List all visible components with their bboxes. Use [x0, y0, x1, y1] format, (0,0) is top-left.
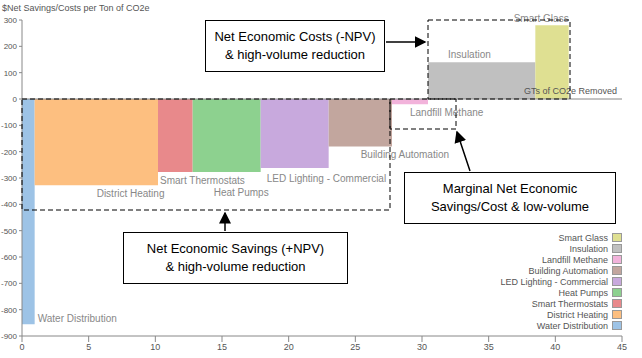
- svg-text:-200: -200: [1, 148, 18, 157]
- svg-text:-500: -500: [1, 227, 18, 236]
- svg-text:200: 200: [4, 42, 18, 51]
- html-text:& high-volume reduction: & high-volume reduction: [224, 47, 366, 62]
- svg-text:5: 5: [86, 342, 91, 352]
- svg-text:-700: -700: [1, 279, 18, 288]
- svg-text:-600: -600: [1, 253, 18, 262]
- html-text:$Net Savings/Costs per Ton of: $Net Savings/Costs per Ton of CO2e: [2, 3, 150, 13]
- svg-text:10: 10: [150, 342, 160, 352]
- html-text:Water Distribution: Water Distribution: [536, 320, 608, 331]
- svg-text:Insulation: Insulation: [448, 49, 491, 60]
- svg-text:Building Automation: Building Automation: [361, 149, 449, 160]
- svg-text:15: 15: [217, 342, 227, 352]
- html-text:Net Economic Costs (-NPV): Net Economic Costs (-NPV): [214, 29, 376, 44]
- svg-text:20: 20: [284, 342, 294, 352]
- html-text:& high-volume reduction: & high-volume reduction: [165, 259, 306, 274]
- html-text:District Heating: District Heating: [547, 309, 608, 320]
- svg-text:GTs of CO2e Removed: GTs of CO2e Removed: [524, 86, 617, 96]
- svg-text:LED Lighting - Commercial: LED Lighting - Commercial: [267, 173, 387, 184]
- html-text:Net Economic Savings (+NPV): Net Economic Savings (+NPV): [146, 241, 325, 256]
- svg-text:Landfill Methane: Landfill Methane: [410, 107, 484, 118]
- svg-text:District Heating: District Heating: [97, 188, 165, 199]
- svg-text:25: 25: [350, 342, 360, 352]
- svg-text:-300: -300: [1, 174, 18, 183]
- html-text:Marginal Net Economic: Marginal Net Economic: [442, 181, 578, 196]
- html-text:Landfill Methane: Landfill Methane: [542, 254, 608, 265]
- svg-text:Smart Glass: Smart Glass: [514, 13, 569, 24]
- html-text:Smart Thermostats: Smart Thermostats: [531, 298, 608, 309]
- svg-text:Water Distribution: Water Distribution: [38, 313, 117, 324]
- svg-text:-100: -100: [1, 121, 18, 130]
- svg-text:100: 100: [4, 69, 18, 78]
- svg-text:40: 40: [550, 342, 560, 352]
- svg-text:Heat Pumps: Heat Pumps: [214, 187, 269, 198]
- svg-text:35: 35: [484, 342, 494, 352]
- svg-text:Smart Thermostats: Smart Thermostats: [160, 175, 245, 186]
- html-text:Smart Glass: Smart Glass: [558, 232, 608, 243]
- svg-text:300: 300: [4, 16, 18, 25]
- svg-text:30: 30: [417, 342, 427, 352]
- svg-text:-400: -400: [1, 200, 18, 209]
- svg-text:0: 0: [13, 95, 18, 104]
- svg-text:45: 45: [617, 342, 627, 352]
- svg-text:0: 0: [19, 342, 24, 352]
- svg-text:-900: -900: [1, 332, 18, 341]
- html-text:Building Automation: Building Automation: [528, 265, 608, 276]
- html-text:LED Lighting - Commercial: LED Lighting - Commercial: [500, 276, 608, 287]
- html-text:Insulation: Insulation: [569, 243, 608, 254]
- svg-text:-800: -800: [1, 306, 18, 315]
- html-text:Savings/Cost & low-volume: Savings/Cost & low-volume: [430, 199, 590, 214]
- html-text:Heat Pumps: Heat Pumps: [558, 287, 608, 298]
